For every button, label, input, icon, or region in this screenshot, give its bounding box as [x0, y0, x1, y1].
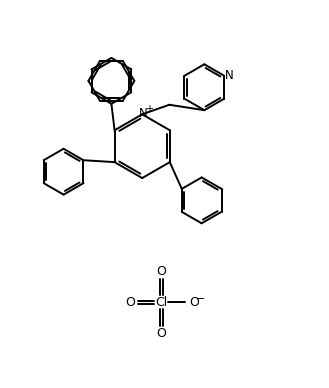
- Text: −: −: [195, 294, 205, 303]
- Text: N: N: [225, 69, 233, 82]
- Text: Cl: Cl: [155, 296, 167, 309]
- Text: O: O: [156, 265, 166, 278]
- Text: O: O: [156, 327, 166, 340]
- Text: O: O: [125, 296, 135, 309]
- Text: O: O: [189, 296, 199, 309]
- Text: +: +: [145, 104, 153, 114]
- Text: N: N: [139, 107, 147, 120]
